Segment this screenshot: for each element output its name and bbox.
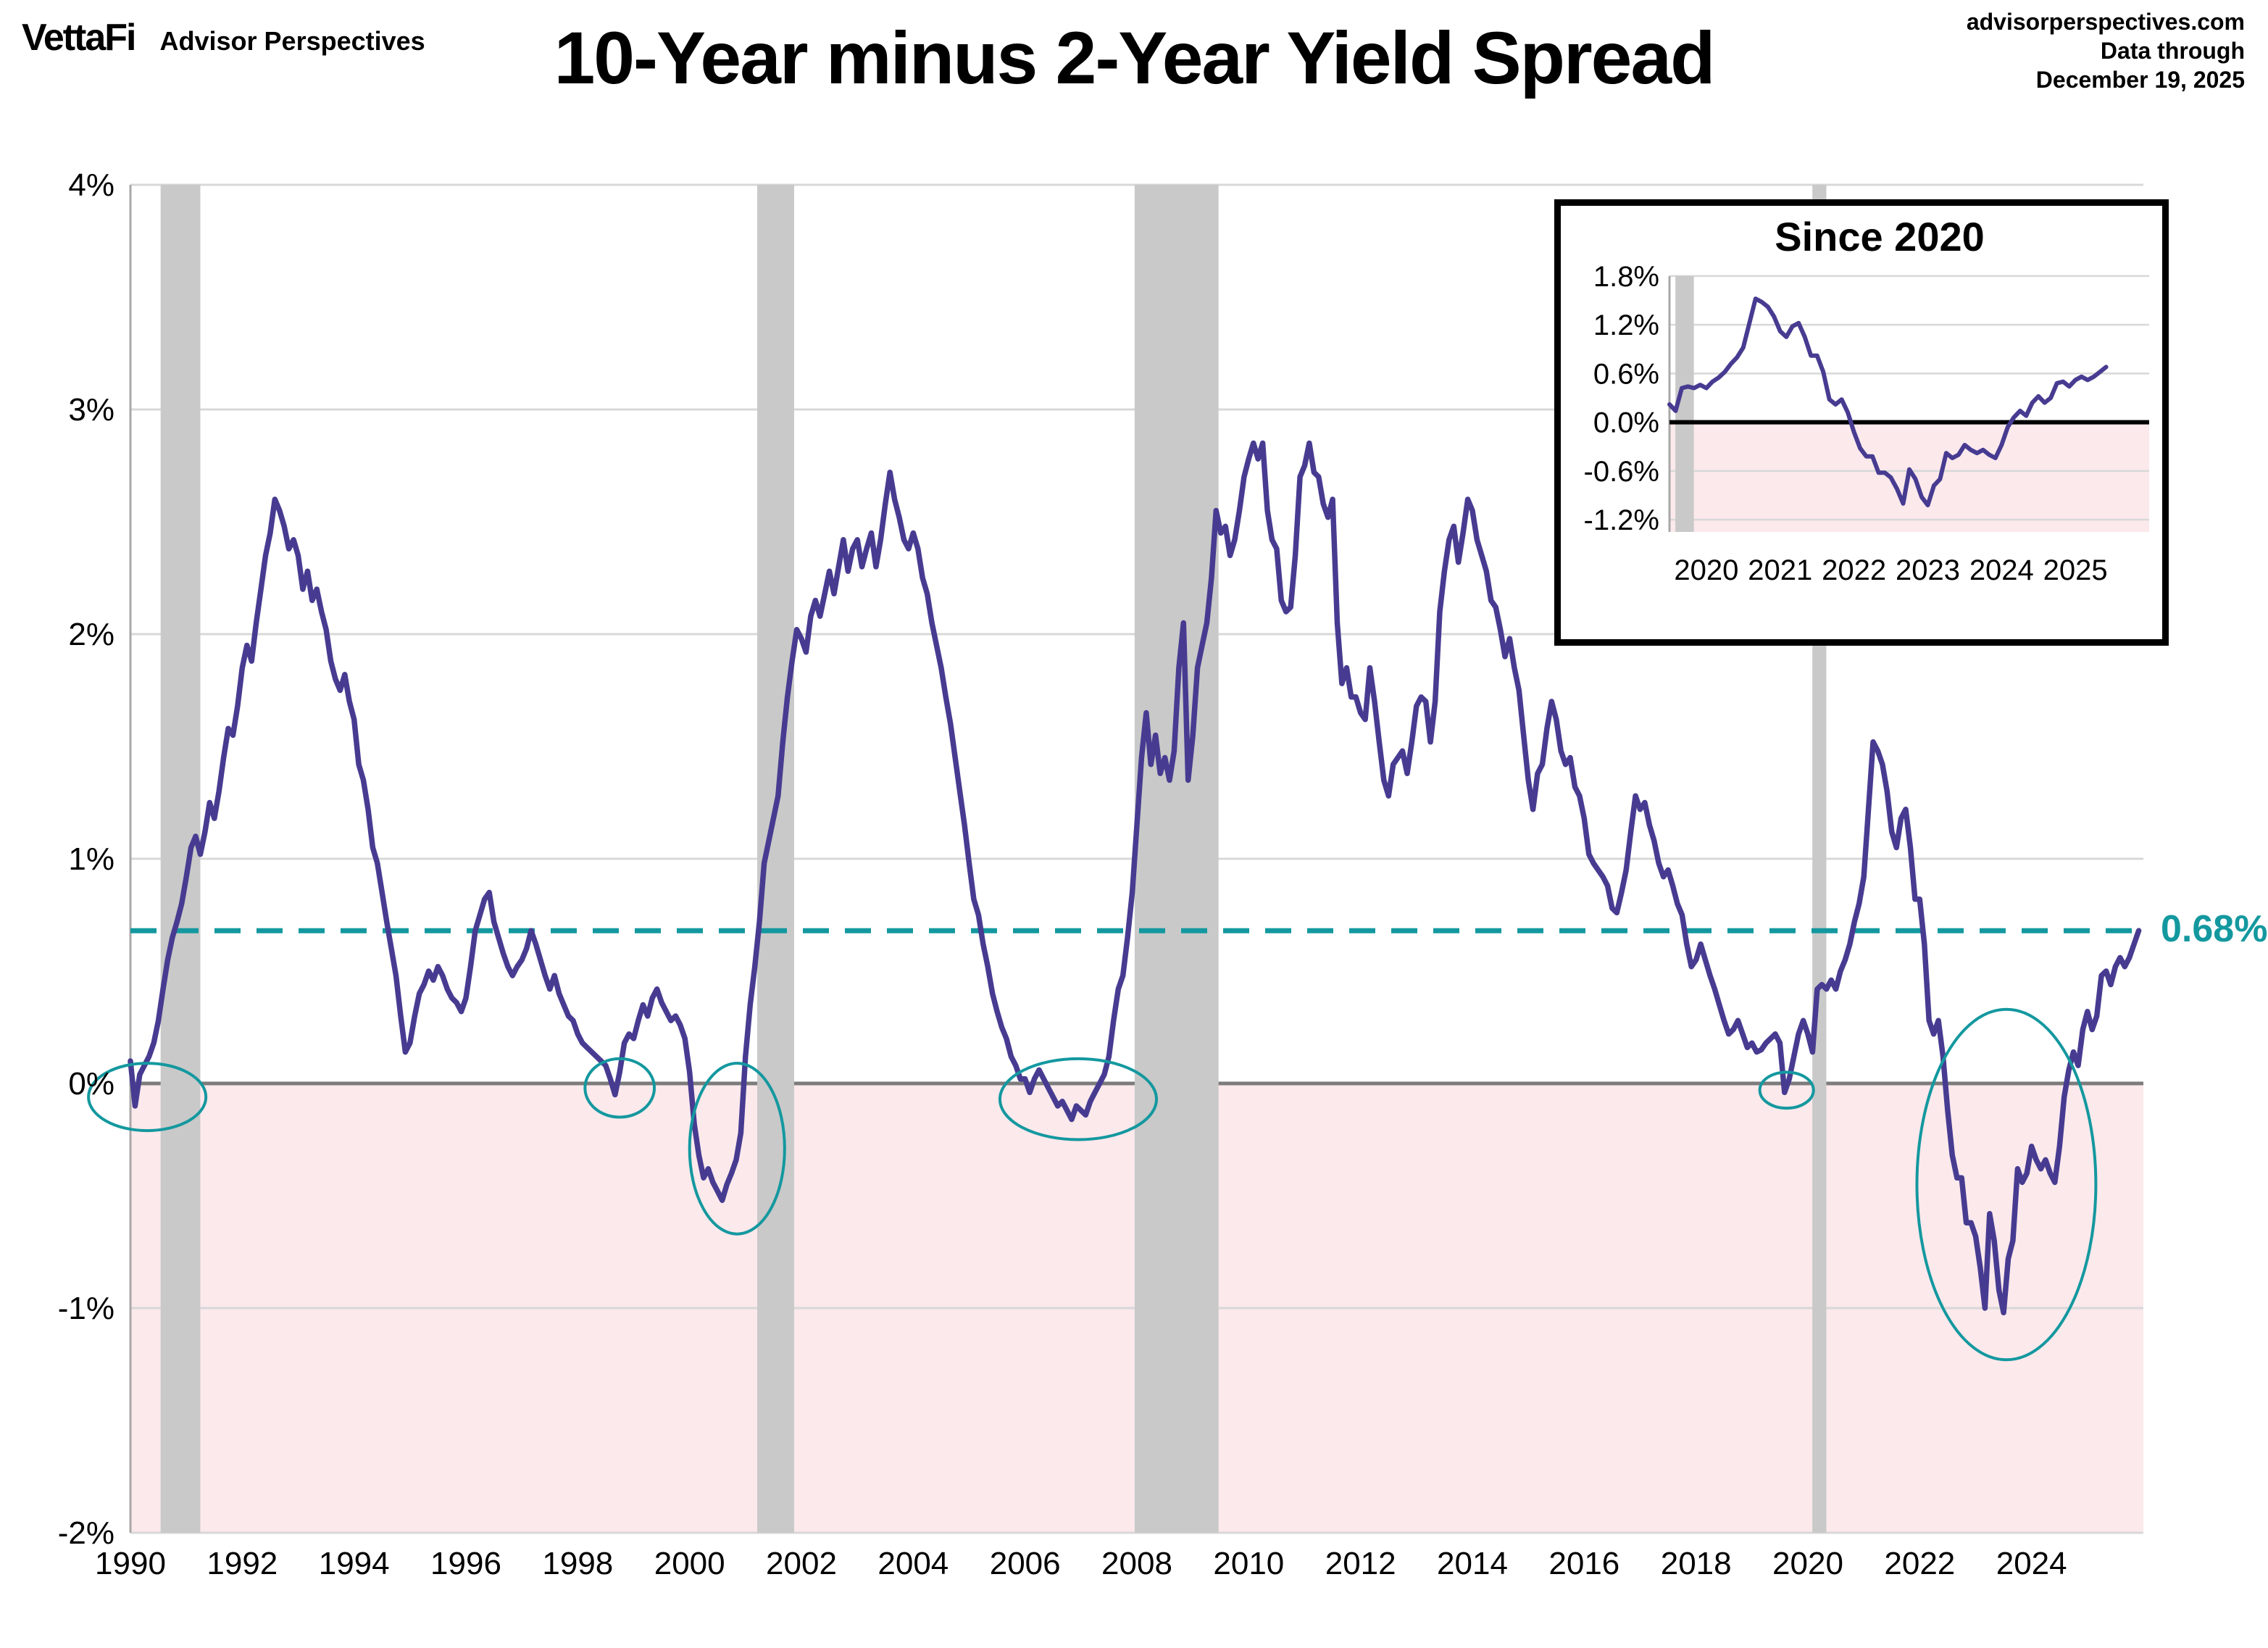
inversion-circle — [1758, 1070, 1815, 1110]
x-tick-label: 2012 — [1325, 1546, 1396, 1581]
x-tick-label: 2006 — [990, 1546, 1061, 1581]
x-tick-label: 2024 — [1996, 1546, 2067, 1581]
inset-y-tick-label: 1.2% — [1593, 309, 1659, 341]
inset-y-tick-label: 0.0% — [1593, 407, 1659, 439]
inset-title: Since 2020 — [1775, 214, 1985, 259]
x-tick-label: 2000 — [654, 1546, 725, 1581]
x-tick-label: 1990 — [95, 1546, 166, 1581]
y-tick-label: 4% — [68, 167, 114, 203]
x-tick-label: 1992 — [207, 1546, 278, 1581]
data-through-date: December 19, 2025 — [2035, 67, 2245, 93]
x-tick-label: 1994 — [319, 1546, 390, 1581]
x-tick-label: 2020 — [1772, 1546, 1843, 1581]
inversion-circle — [688, 1062, 786, 1236]
x-tick-label: 2008 — [1101, 1546, 1172, 1581]
x-tick-label: 1998 — [542, 1546, 613, 1581]
inset-y-tick-label: 1.8% — [1593, 261, 1659, 293]
inset-x-tick-label: 2020 — [1674, 554, 1738, 586]
x-tick-label: 2022 — [1884, 1546, 1955, 1581]
page-title: 10-Year minus 2-Year Yield Spread — [554, 17, 1716, 99]
inset-y-tick-label: -1.2% — [1584, 504, 1660, 536]
inversion-circle — [1915, 1007, 2098, 1362]
inversion-circle — [998, 1057, 1159, 1141]
vettafi-logo: VettaFi — [22, 17, 136, 59]
inset-x-tick-label: 2022 — [1822, 554, 1886, 586]
latest-value-label: 0.68% — [2161, 908, 2268, 951]
x-tick-label: 2010 — [1213, 1546, 1284, 1581]
inset-spread-line — [1667, 296, 2109, 507]
recession-band — [160, 185, 201, 1533]
x-tick-label: 2002 — [766, 1546, 837, 1581]
data-through-label: Data through — [2100, 38, 2245, 64]
x-tick-label: 1996 — [430, 1546, 501, 1581]
y-tick-label: 1% — [68, 841, 114, 877]
logo-subtext: Advisor Perspectives — [159, 26, 425, 56]
recession-band — [1134, 185, 1219, 1533]
inset-chart-svg: 1.8% 1.2% 0.6% 0.0% -0.6% -1.2% 2020 2021 2022 20… — [1584, 261, 2149, 586]
inset-x-tick-label: 2021 — [1748, 554, 1812, 586]
inset-y-tick-label: -0.6% — [1584, 456, 1660, 488]
x-tick-label: 2004 — [877, 1546, 949, 1581]
y-tick-label: 2% — [68, 617, 114, 652]
source-attribution: advisorperspectives.com Data through Dec… — [1967, 7, 2245, 94]
y-tick-label: 3% — [68, 392, 114, 428]
source-url: advisorperspectives.com — [1966, 9, 2245, 35]
y-tick-label: -1% — [58, 1291, 114, 1326]
x-tick-label: 2016 — [1548, 1546, 1619, 1581]
inset-x-tick-label: 2025 — [2043, 554, 2108, 586]
y-tick-label: -2% — [58, 1515, 114, 1551]
inversion-circle — [87, 1062, 208, 1133]
spread-line — [128, 440, 2142, 1315]
x-tick-label: 2014 — [1437, 1546, 1508, 1581]
y-tick-label: 0% — [68, 1066, 114, 1102]
inversion-circle — [583, 1057, 656, 1119]
inset-x-tick-label: 2023 — [1896, 554, 1960, 586]
inset-y-tick-label: 0.6% — [1593, 358, 1659, 390]
inset-x-tick-label: 2024 — [1969, 554, 2034, 586]
inset-chart: 1.8% 1.2% 0.6% 0.0% -0.6% -1.2% 2020 2021 2022 20… — [1554, 199, 2169, 646]
x-tick-label: 2018 — [1661, 1546, 1732, 1581]
logo: VettaFi Advisor Perspectives — [22, 16, 425, 59]
